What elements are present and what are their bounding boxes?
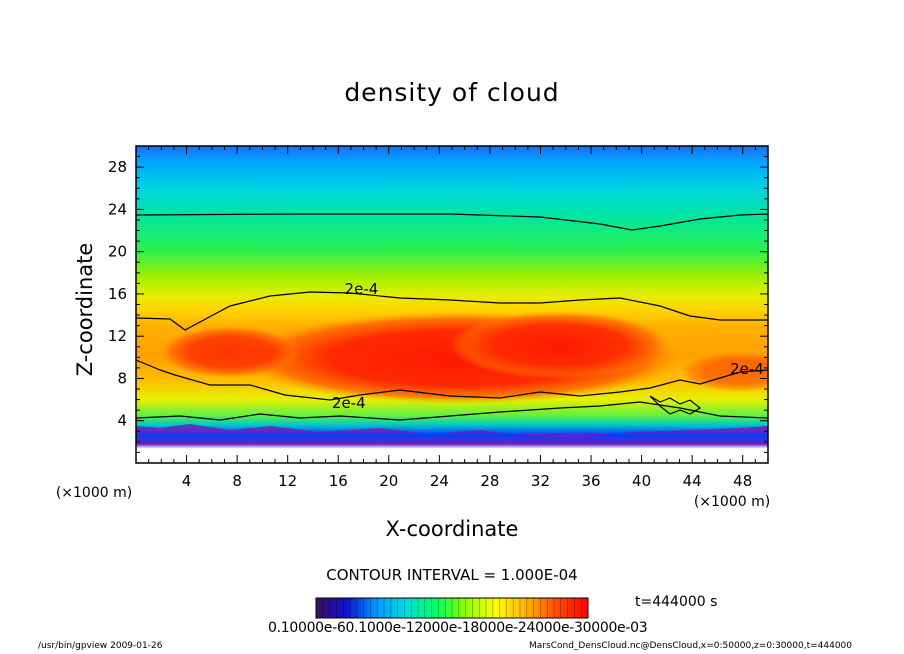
y-tick-label: 20	[108, 243, 127, 261]
x-unit-label: (×1000 m)	[694, 494, 770, 510]
x-tick-label: 36	[581, 472, 600, 490]
colorbar	[315, 597, 589, 619]
y-axis-title: Z-coordinate	[73, 243, 97, 377]
x-tick-label: 44	[683, 472, 702, 490]
y-tick-label: 24	[108, 200, 127, 218]
x-tick-label: 20	[379, 472, 398, 490]
x-tick-label: 28	[480, 472, 499, 490]
x-tick-label: 4	[182, 472, 192, 490]
colorbar-labels: 0.10000e-60.1000e-12000e-18000e-24000e-3…	[268, 620, 648, 636]
x-axis-title: X-coordinate	[386, 517, 519, 541]
contour-lines	[136, 213, 768, 421]
axes-layer: 4 8 12 16 20 24 28 32 36 40 44 48481216202428X-coor…	[56, 146, 770, 541]
footer-left: /usr/bin/gpview 2009-01-26	[38, 641, 163, 651]
density-field	[136, 146, 768, 463]
y-tick-label: 28	[108, 158, 127, 176]
x-tick-label: 48	[733, 472, 752, 490]
y-tick-label: 4	[117, 412, 127, 430]
x-tick-label: 40	[632, 472, 651, 490]
y-tick-label: 16	[108, 285, 127, 303]
contour-label: 2e-4	[730, 360, 764, 378]
y-tick-label: 8	[117, 369, 127, 387]
x-tick-label: 24	[430, 472, 449, 490]
x-tick-label: 8	[232, 472, 242, 490]
x-tick-label: 16	[329, 472, 348, 490]
footer-right: MarsCond_DensCloud.nc@DensCloud,x=0:5000…	[529, 641, 852, 651]
y-unit-label: (×1000 m)	[56, 485, 132, 501]
contour-label: 2e-4	[345, 280, 379, 298]
y-tick-label: 12	[108, 327, 127, 345]
colorbar-ticks	[322, 598, 582, 618]
contour-interval-label: CONTOUR INTERVAL = 1.000E-04	[326, 566, 578, 584]
x-tick-label: 32	[531, 472, 550, 490]
x-tick-label: 12	[278, 472, 297, 490]
contour-label: 2e-4	[332, 394, 366, 412]
time-label: t=444000 s	[635, 594, 718, 610]
chart-title: density of cloud	[344, 78, 560, 107]
